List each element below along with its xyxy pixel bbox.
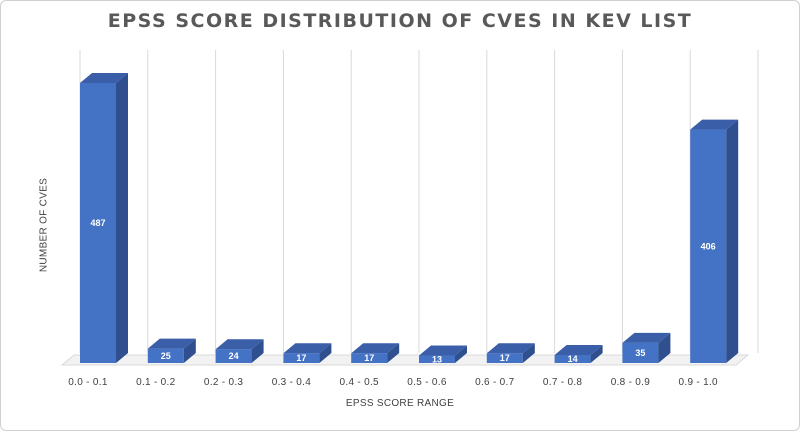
x-tick-label: 0.7 - 0.8 <box>543 377 583 388</box>
bar-top <box>554 344 603 355</box>
bar-top <box>283 343 332 354</box>
bar-side <box>116 73 128 363</box>
bar-3 <box>283 343 332 363</box>
data-label: 406 <box>701 241 716 251</box>
bar-side <box>251 339 264 363</box>
bar-side <box>522 343 535 363</box>
bar-8 <box>622 332 671 363</box>
bar-7 <box>554 344 603 363</box>
data-label: 17 <box>296 353 306 363</box>
bar-top <box>622 332 671 343</box>
x-axis-label: EPSS SCORE RANGE <box>345 398 455 409</box>
chart-title: EPSS SCORE DISTRIBUTION OF CVES IN KEV L… <box>107 10 693 32</box>
bar-top <box>419 345 467 356</box>
bar-5 <box>419 345 467 363</box>
bar-top <box>690 119 739 130</box>
x-tick-label: 0.9 - 1.0 <box>679 377 719 388</box>
data-label: 25 <box>161 351 171 361</box>
bar-front <box>622 342 659 363</box>
x-tick-label: 0.8 - 0.9 <box>611 377 651 388</box>
data-label: 35 <box>635 348 645 358</box>
bar-top <box>351 343 400 354</box>
data-label: 17 <box>500 353 510 363</box>
bar-top <box>486 343 535 354</box>
bar-front <box>419 355 455 363</box>
bar-front <box>283 353 320 363</box>
bar-side <box>726 119 739 364</box>
data-label: 17 <box>364 353 374 363</box>
bar-9 <box>690 119 739 364</box>
bar-front <box>486 353 523 363</box>
x-tick-label: 0.4 - 0.5 <box>340 377 380 388</box>
x-tick-label: 0.1 - 0.2 <box>136 377 176 388</box>
data-label: 487 <box>90 218 105 228</box>
bar-side <box>387 343 400 363</box>
x-tick-label: 0.5 - 0.6 <box>407 377 447 388</box>
bar-6 <box>486 343 535 363</box>
bar-side <box>183 338 196 363</box>
bar-2 <box>215 339 264 363</box>
data-label: 24 <box>229 351 239 361</box>
bar-0 <box>80 73 128 363</box>
bar-side <box>319 343 332 363</box>
bar-front <box>80 83 116 363</box>
y-axis-label: NUMBER OF CVES <box>38 177 50 273</box>
data-label: 14 <box>568 354 578 364</box>
x-tick-label: 0.2 - 0.3 <box>204 377 244 388</box>
bar-1 <box>147 338 196 363</box>
bar-front <box>147 348 184 363</box>
x-tick-label: 0.6 - 0.7 <box>475 377 515 388</box>
bar-side <box>658 332 671 363</box>
x-tick-label: 0.3 - 0.4 <box>272 377 312 388</box>
bar-front <box>215 349 252 363</box>
bar-top <box>147 338 196 349</box>
x-tick-label: 0.0 - 0.1 <box>68 377 108 388</box>
bar-4 <box>351 343 400 363</box>
bar-side <box>590 344 603 363</box>
bar-top <box>215 339 264 350</box>
bar-top <box>80 73 128 83</box>
bar-front <box>690 129 727 363</box>
bar-side <box>455 345 467 363</box>
data-label: 13 <box>432 354 442 364</box>
bar-front <box>351 353 388 363</box>
bar-front <box>554 354 591 363</box>
